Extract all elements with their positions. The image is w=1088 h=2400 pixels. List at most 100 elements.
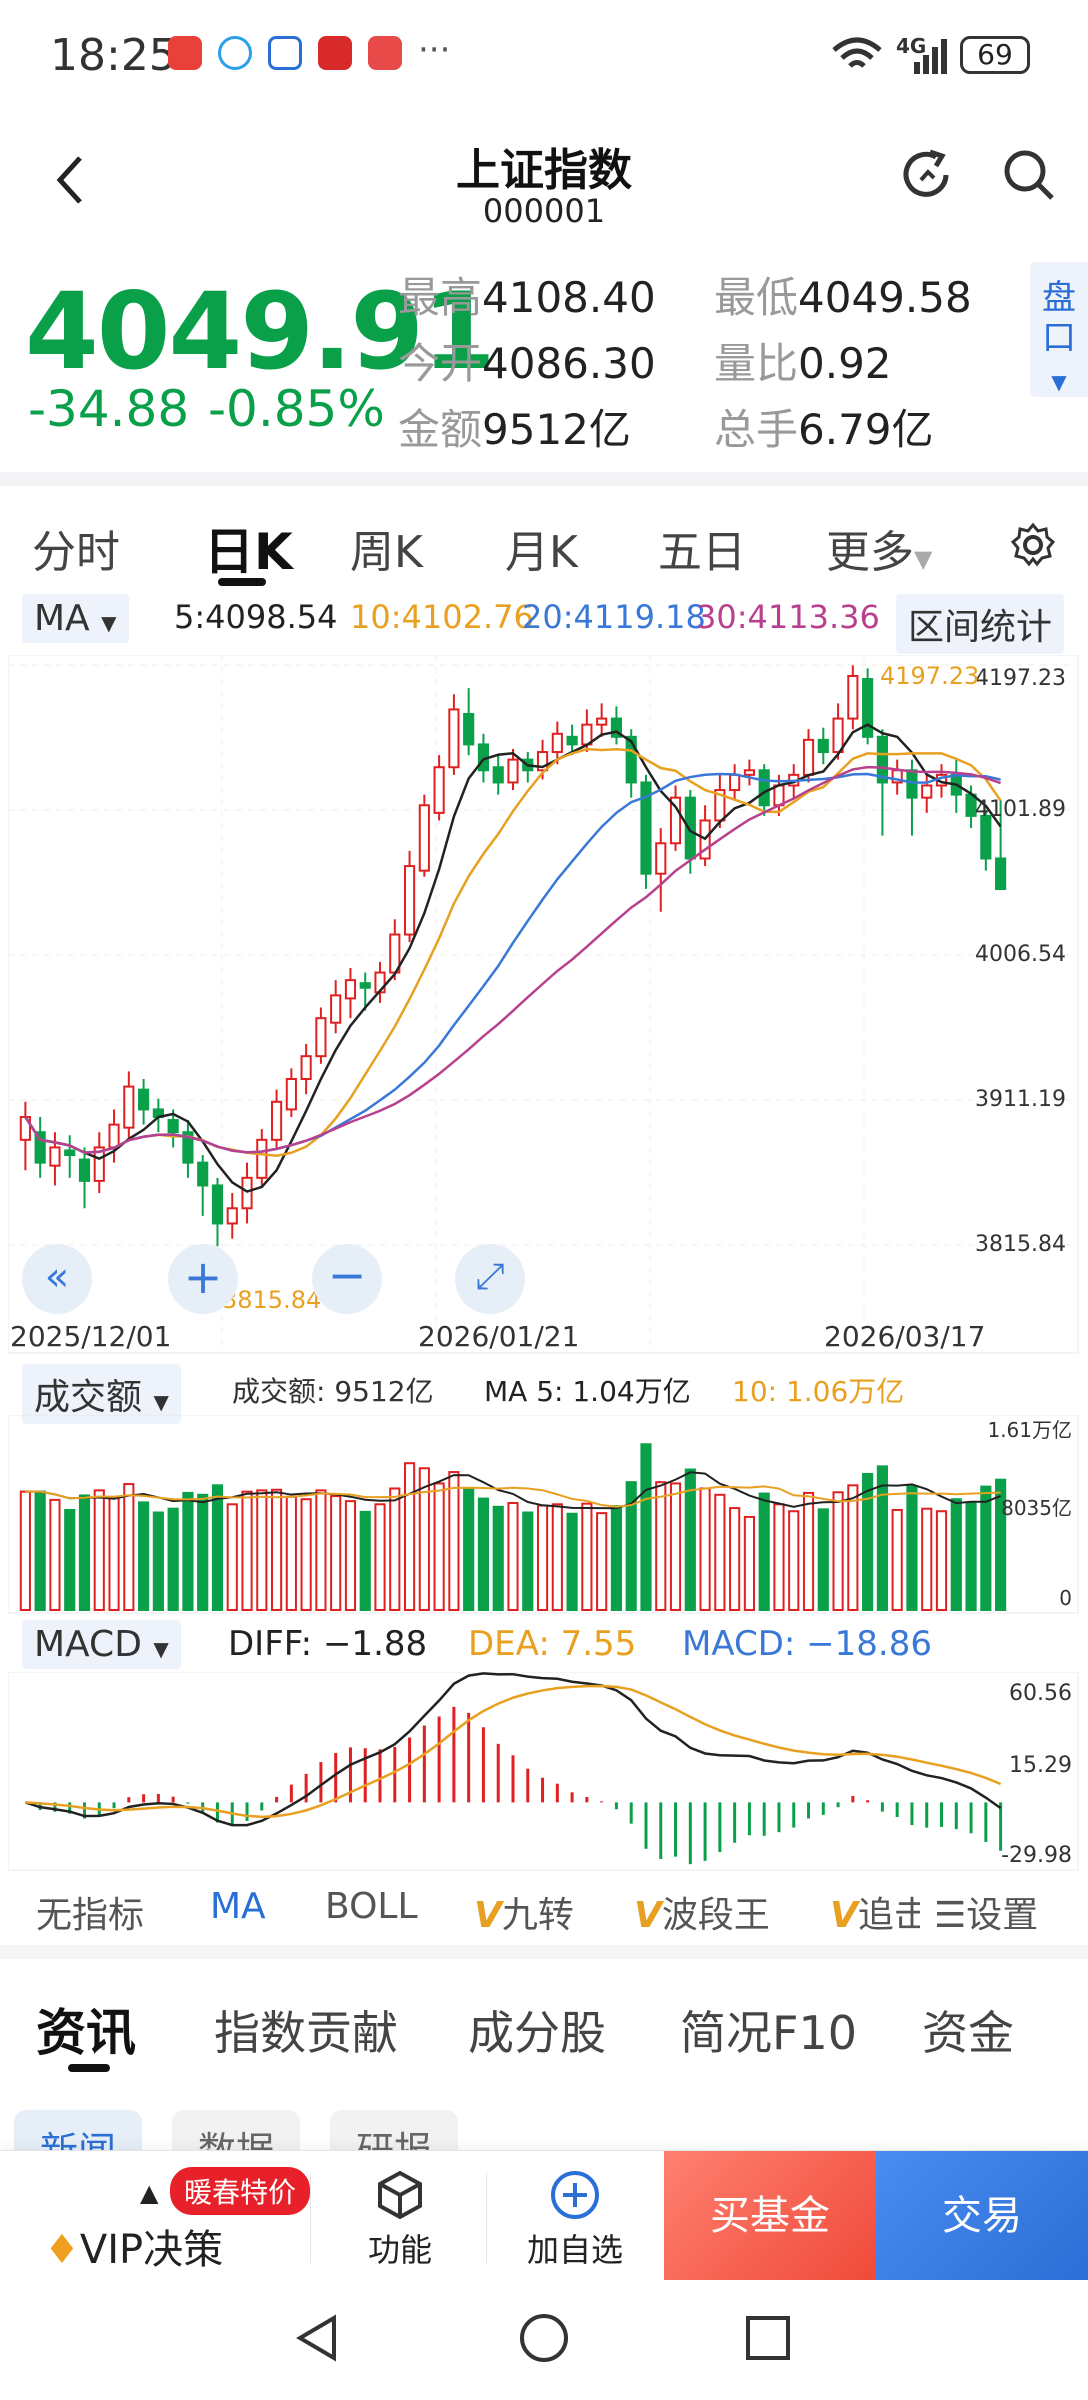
candle-body [862, 678, 874, 738]
battery-icon: 69 [960, 36, 1030, 74]
gear-icon[interactable] [1010, 522, 1056, 568]
volume-bar [463, 1488, 475, 1611]
candle-body [433, 766, 445, 814]
back-icon[interactable] [50, 150, 90, 210]
indicator-settings[interactable]: ☰设置 [934, 1886, 1039, 1938]
add-circle-icon [551, 2171, 599, 2219]
volume-tick-label: 0 [1059, 1586, 1072, 1610]
caret-up-icon: ▲ [140, 2179, 159, 2207]
kline-min-label: 3815.84 [222, 1286, 322, 1314]
volume-bar [448, 1471, 460, 1611]
macd-tick-label: 15.29 [1009, 1753, 1072, 1778]
range-stats-button[interactable]: 区间统计 [896, 594, 1065, 654]
tab-f10[interactable]: 简况F10 [680, 2006, 857, 2060]
nav-home-icon[interactable] [516, 2310, 572, 2366]
candle-body [241, 1176, 253, 1210]
candle-body [802, 738, 815, 776]
tab-news[interactable]: 资讯 [36, 2004, 136, 2062]
volume-selector[interactable]: 成交额 ▼ [22, 1364, 181, 1424]
candle-body [344, 979, 357, 1000]
candle-body [211, 1184, 224, 1225]
candle-body [610, 717, 623, 738]
y-tick-label: 4006.54 [975, 942, 1066, 967]
candle-body [773, 784, 785, 807]
indicator-none[interactable]: 无指标 [36, 1895, 145, 1936]
candle-body [640, 781, 652, 875]
volume-bar [330, 1495, 342, 1611]
divider [486, 2173, 487, 2263]
volume-bar [418, 1467, 430, 1611]
trade-button[interactable]: 交易 [876, 2151, 1088, 2281]
battery-level: 69 [977, 38, 1013, 71]
y-tick-label: 4101.89 [975, 797, 1066, 822]
tab-weekly-k[interactable]: 周K [350, 527, 423, 578]
macd-tick-label: -29.98 [1001, 1843, 1072, 1868]
volume-ma5: MA 5: 1.04万亿 [484, 1375, 691, 1408]
volume-bar [123, 1483, 135, 1611]
zoom-out-button[interactable]: − [312, 1244, 382, 1314]
buy-fund-button[interactable]: 买基金 [664, 2151, 876, 2281]
date-end: 2026/03/17 [824, 1320, 986, 1353]
indicator-jiuzhuan[interactable]: V九转 [474, 1895, 574, 1936]
scroll-left-button[interactable]: « [22, 1244, 92, 1314]
volume-bar [610, 1505, 623, 1611]
nav-back-icon[interactable] [290, 2310, 346, 2366]
tab-daily-k[interactable]: 日K [204, 523, 293, 581]
chevron-down-icon: ▼ [1051, 370, 1067, 394]
volume-bar [906, 1485, 918, 1611]
tab-funds[interactable]: 资金 [922, 2006, 1014, 2060]
macd-chart[interactable]: 60.56 15.29 -29.98 [8, 1672, 1080, 1872]
candle-body [921, 784, 933, 799]
nav-recents-icon[interactable] [740, 2310, 796, 2366]
network-label: 4G [896, 34, 927, 58]
search-icon[interactable] [1000, 146, 1058, 204]
volume-bar [226, 1503, 238, 1611]
volume-bar [477, 1497, 490, 1611]
volume-bar [817, 1508, 829, 1611]
indicator-boduanwang[interactable]: V波段王 [634, 1895, 770, 1936]
volume-chart[interactable]: 1.61万亿 8035亿 0 [8, 1415, 1080, 1615]
volume-bar [788, 1510, 800, 1611]
add-watchlist-button[interactable]: 加自选 [520, 2169, 630, 2271]
candle-body [78, 1158, 91, 1182]
candle-body [817, 738, 829, 754]
candle-body [625, 735, 637, 784]
candle-body [93, 1146, 105, 1182]
vip-v-icon: V [474, 1895, 502, 1936]
macd-selector[interactable]: MACD ▼ [22, 1620, 181, 1669]
tab-monthly-k[interactable]: 月K [505, 527, 578, 578]
volume-bar [374, 1503, 386, 1611]
kline-chart[interactable]: 4197.23 4101.89 4006.54 3911.19 3815.84 [8, 655, 1080, 1355]
pankou-button[interactable]: 盘口 ▼ [1030, 262, 1088, 397]
candle-body [226, 1207, 238, 1225]
macd-value: MACD: −18.86 [682, 1624, 933, 1664]
volume-bar [300, 1498, 312, 1611]
volume-bar [389, 1487, 401, 1611]
indicator-boll[interactable]: BOLL [325, 1886, 418, 1927]
volume-bar [876, 1465, 888, 1612]
tab-more[interactable]: 更多▼ [826, 527, 933, 578]
fullscreen-button[interactable]: ⤢ [455, 1244, 525, 1314]
app-notification-icon [368, 36, 402, 70]
stock-code: 000001 [482, 192, 606, 230]
volume-bar [581, 1502, 593, 1611]
ma-selector[interactable]: MA ▼ [22, 594, 129, 643]
tab-index-contribution[interactable]: 指数贡献 [214, 2006, 398, 2060]
volume-bar [182, 1491, 194, 1611]
candle-body [980, 814, 992, 860]
tab-fenshi[interactable]: 分时 [32, 527, 120, 578]
tab-five-day[interactable]: 五日 [658, 527, 746, 578]
ma20-line [24, 772, 1001, 1154]
volume-bar [625, 1481, 637, 1611]
vip-decision-button[interactable]: ♦VIP决策 [44, 2227, 224, 2273]
indicator-ma[interactable]: MA [210, 1886, 266, 1927]
indicator-zhuiji[interactable]: V追击 [830, 1895, 920, 1936]
kline-border [8, 655, 1079, 1354]
refresh-icon[interactable] [898, 146, 956, 204]
zoom-in-button[interactable]: + [168, 1244, 238, 1314]
tab-constituents[interactable]: 成分股 [468, 2006, 606, 2060]
volume-bar [359, 1510, 371, 1611]
kline-candles [19, 665, 1007, 1247]
volume-bar [729, 1507, 741, 1611]
function-button[interactable]: 功能 [360, 2169, 440, 2271]
